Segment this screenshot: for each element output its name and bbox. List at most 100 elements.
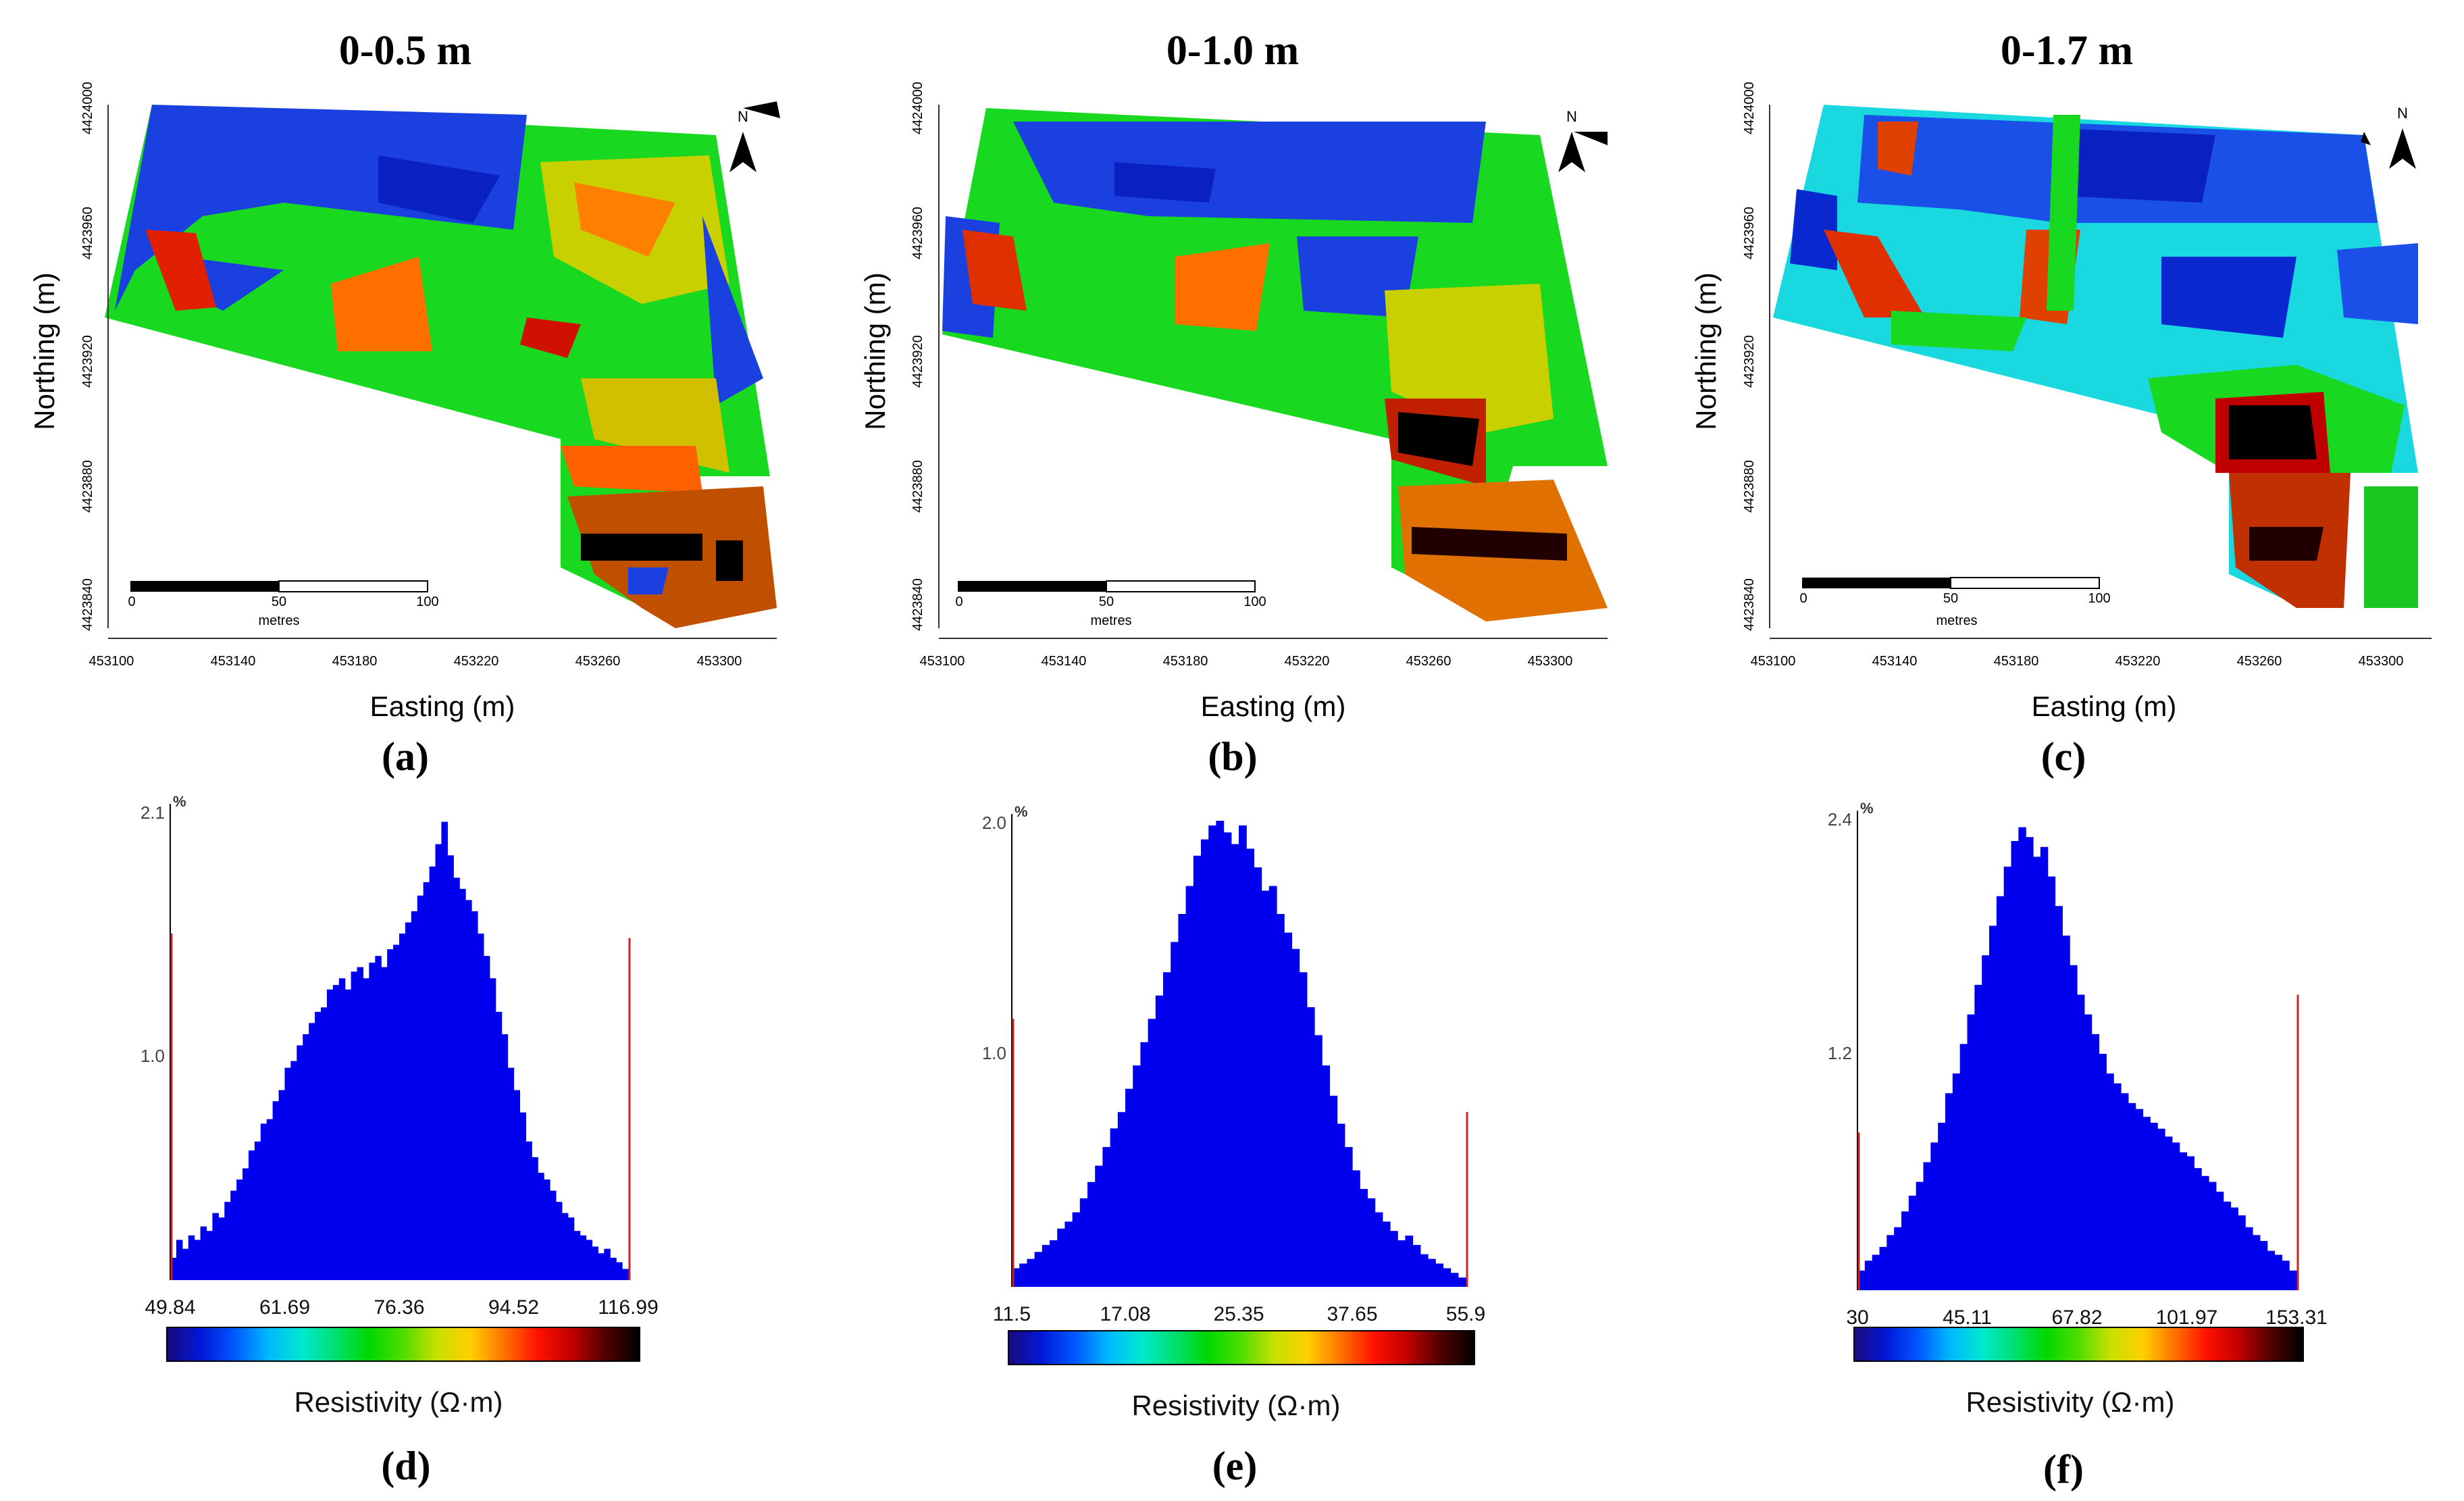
histogram-bar [1458, 1277, 1466, 1287]
histogram-bar [453, 877, 460, 1280]
histogram-bar [2077, 994, 2085, 1290]
histogram-bar [2157, 1128, 2165, 1290]
histogram-bar [2186, 1156, 2194, 1290]
histogram-bar [1930, 1142, 1939, 1290]
x-axis-label: Easting (m) [370, 690, 515, 722]
colorbar [166, 1327, 640, 1362]
y-tick-label: 2.4 [1828, 809, 1852, 830]
histogram-bar [1231, 844, 1239, 1287]
histogram-bar [2026, 837, 2034, 1290]
histogram-bar [1989, 925, 1997, 1290]
histogram-bar [1117, 1112, 1126, 1287]
histogram-bar [1405, 1236, 1414, 1287]
histogram-bar [1284, 932, 1292, 1287]
histogram-bar [332, 985, 340, 1280]
y-tick-label: 4423920 [80, 335, 95, 388]
x-tick-label: 453140 [1872, 654, 1918, 669]
histogram-bar [573, 1231, 581, 1280]
y-axis-unit: % [173, 793, 186, 810]
histogram-bar [622, 1269, 629, 1280]
histogram-bar [1223, 832, 1232, 1287]
histogram-bar [555, 1202, 563, 1280]
y-tick-label: 4424000 [1742, 82, 1757, 134]
histogram-bar [586, 1240, 593, 1280]
histogram-bar [338, 978, 346, 1280]
histogram-bar [2084, 1014, 2093, 1290]
histogram-bar [1254, 867, 1262, 1287]
histogram-bar [1322, 1065, 1330, 1287]
histogram-bar [435, 844, 442, 1280]
histogram-bar [1337, 1123, 1345, 1287]
histogram-bar [423, 882, 430, 1280]
x-tick-label: 101.97 [2156, 1306, 2218, 1329]
histogram-bar [610, 1257, 617, 1280]
histogram-bar [272, 1101, 280, 1280]
histogram-bar [1140, 1042, 1149, 1287]
panel-label: (b) [1208, 734, 1257, 779]
scale-tick-label: 100 [416, 594, 438, 609]
histogram-bar [1087, 1181, 1096, 1287]
histogram-bar [538, 1173, 544, 1280]
histogram-bar [344, 989, 352, 1280]
histogram-bar [182, 1248, 189, 1280]
x-tick-label: 116.99 [598, 1296, 659, 1319]
x-tick-label: 453260 [1406, 654, 1452, 669]
x-tick-label: 37.65 [1327, 1303, 1377, 1325]
y-axis-label: Northing (m) [28, 272, 60, 430]
histogram-bar [2121, 1093, 2129, 1290]
histogram-bar [206, 1231, 213, 1280]
y-tick-label: 4424000 [80, 82, 95, 134]
resistivity-map [942, 108, 1608, 621]
map-panel-b: 0-1.0 m 4424000 4423960 4423920 4423880 … [859, 28, 1608, 779]
histogram-bar [1042, 1244, 1050, 1287]
histogram-bar [315, 1011, 322, 1280]
histogram-bar [248, 1150, 255, 1280]
histogram-bar [393, 944, 400, 1280]
scale-bar: 0 50 100 metres [955, 580, 1266, 628]
histogram-bar [1397, 1240, 1406, 1287]
histogram-bar [1095, 1165, 1103, 1287]
histogram-bar [375, 956, 382, 1280]
histogram-bar [284, 1067, 292, 1280]
histogram-bar [1034, 1252, 1043, 1287]
histogram-bar [616, 1262, 623, 1280]
histogram-bar [1185, 886, 1194, 1287]
histogram-bar [592, 1246, 598, 1280]
x-tick-label: 30 [1846, 1306, 1868, 1329]
histogram-bar [405, 922, 412, 1280]
histogram-bar [1344, 1147, 1353, 1287]
histogram-bar [2172, 1142, 2180, 1290]
y-axis: 4424000 4423960 4423920 4423880 4423840 … [28, 82, 109, 631]
histogram-panel-e: 1.0 2.0% 11.5 17.08 25.35 37.65 55.9 Resistivit… [982, 803, 1485, 1488]
histogram-bar [1443, 1268, 1452, 1287]
histogram-bar [399, 934, 406, 1280]
scale-bar: 0 50 100 metres [1799, 577, 2111, 628]
histogram-bar [1945, 1093, 1953, 1290]
histogram-bar [2106, 1073, 2114, 1290]
histogram-bar [519, 1112, 526, 1280]
panel-label: (a) [382, 734, 429, 779]
histogram-bar [188, 1235, 195, 1280]
north-arrow-icon: N [729, 108, 756, 172]
y-tick-label: 4423840 [910, 578, 925, 631]
y-axis: 4424000 4423960 4423920 4423880 4423840 … [859, 82, 940, 631]
histogram-bar [1216, 821, 1225, 1287]
x-tick-label: 76.36 [374, 1296, 424, 1319]
x-tick-label: 453220 [454, 654, 499, 669]
histogram-bar [1879, 1246, 1887, 1290]
histogram-bar [1996, 896, 2005, 1290]
histogram-bar [1923, 1162, 1931, 1290]
histogram-bar [2259, 1241, 2268, 1290]
histogram-bar [363, 978, 369, 1280]
scale-tick-label: 0 [1799, 591, 1807, 606]
histogram-bar [1967, 1014, 1975, 1290]
histogram-bar [1428, 1258, 1436, 1287]
histogram-bar [1329, 1096, 1338, 1287]
histogram-bar [1857, 1270, 1866, 1290]
histogram-bar [1420, 1254, 1429, 1287]
histogram-bar [580, 1235, 587, 1280]
histogram-bar [507, 1067, 515, 1280]
histogram-bars [1012, 821, 1466, 1287]
histogram-bar [1193, 855, 1202, 1287]
histogram-bar [1133, 1065, 1141, 1287]
